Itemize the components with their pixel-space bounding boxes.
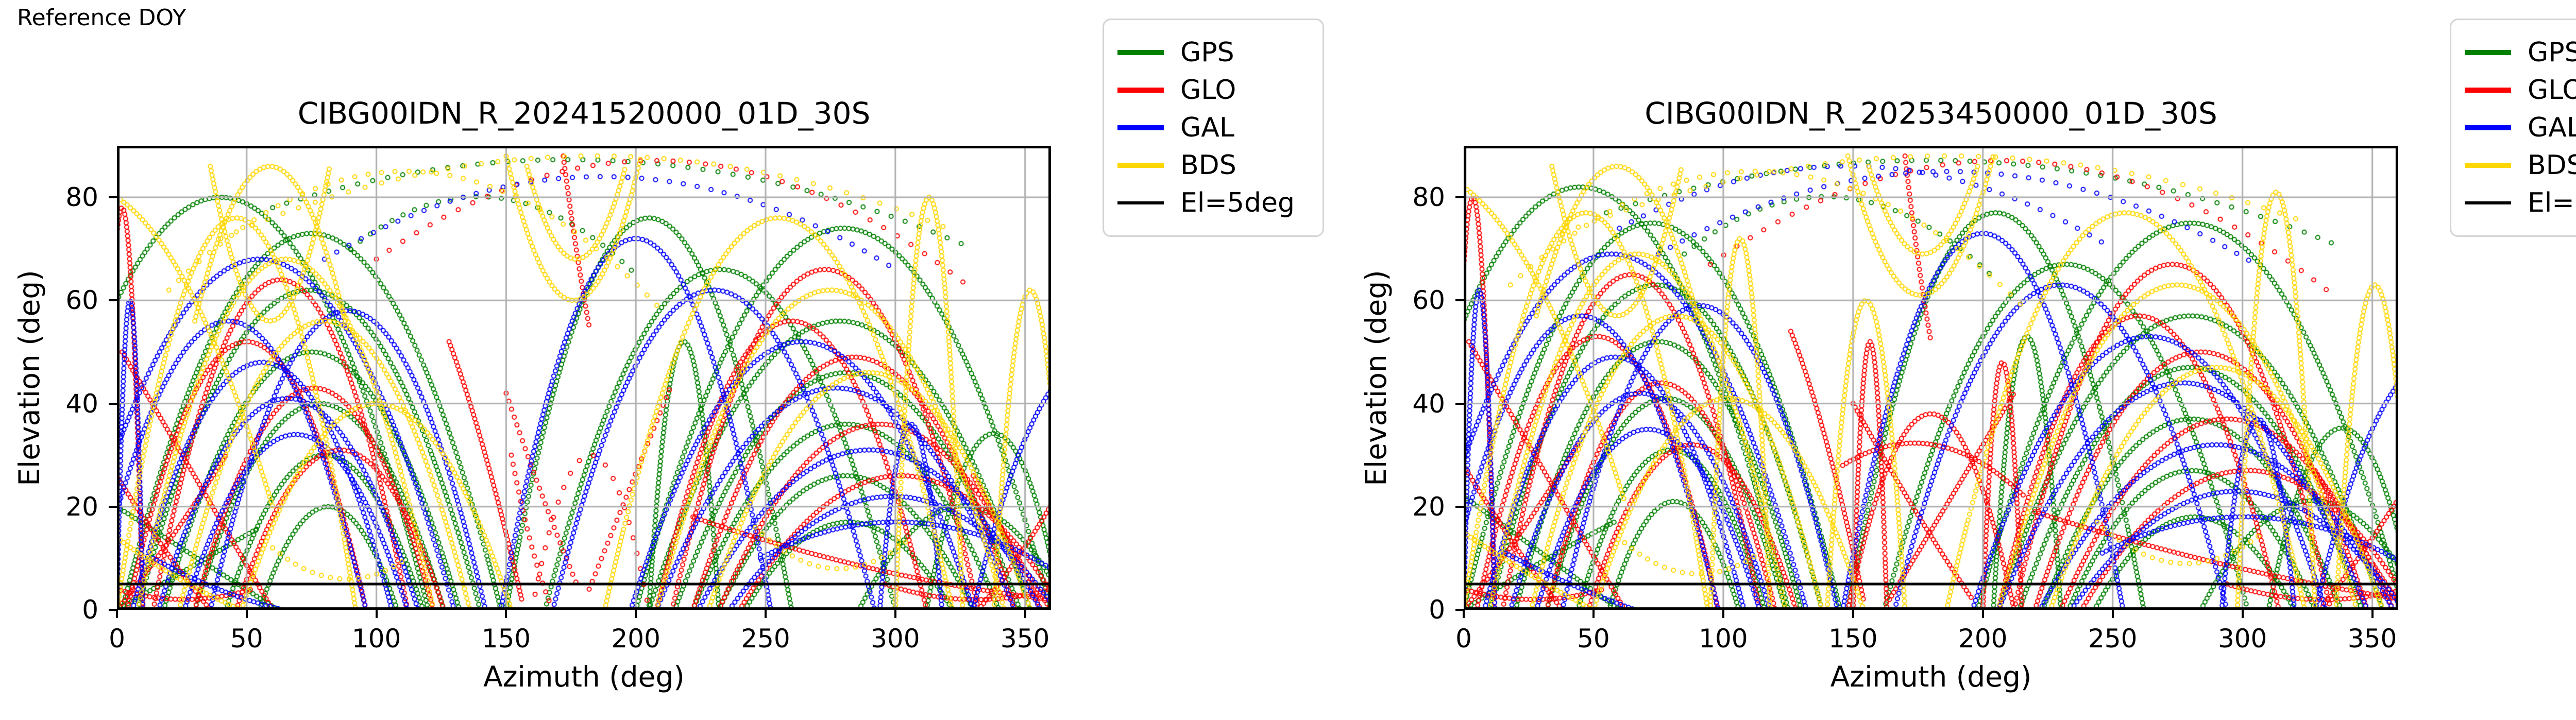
legend-item: GAL [2465,113,2576,143]
y-tick-label: 60 [65,285,98,316]
legend-swatch-el=5deg [1117,201,1164,205]
y-tick-label: 60 [1412,285,1445,316]
x-tick-label: 350 [1000,624,1050,654]
x-tick-label: 50 [1577,624,1610,654]
x-axis-label-1: Azimuth (deg) [483,660,685,693]
y-tick-label: 20 [1412,491,1445,522]
x-tick-label: 100 [351,624,401,654]
sky-plot-canvas-2 [1464,146,2398,610]
chart-title-2: CIBG00IDN_R_20253450000_01D_30S [1645,96,2217,131]
y-tick-mark [1455,505,1464,508]
x-tick-mark [1024,610,1026,618]
x-tick-label: 150 [1828,624,1878,654]
x-tick-label: 100 [1699,624,1748,654]
y-tick-label: 40 [65,388,98,419]
legend-item-label: El=5deg [2528,187,2576,219]
x-tick-mark [1852,610,1854,618]
sky-plot-canvas-1 [117,146,1051,610]
x-tick-mark [2371,610,2374,618]
legend-item-label: GPS [1180,37,1234,68]
legend-item: GPS [1117,38,1323,67]
x-tick-label: 0 [109,624,125,654]
x-tick-mark [1981,610,1984,618]
reference-doy-label: Reference DOY [17,5,187,31]
x-tick-mark [2111,610,2114,618]
legend-item: BDS [2465,150,2576,180]
y-tick-label: 40 [1412,388,1445,419]
x-tick-mark [1592,610,1595,618]
x-tick-label: 150 [481,624,531,654]
x-tick-mark [245,610,248,618]
legend-item: GLO [1117,75,1323,105]
y-tick-label: 0 [82,595,98,625]
legend-item: GAL [1117,113,1323,143]
legend-swatch-gal [1117,125,1164,130]
legend-item-label: GAL [1180,112,1234,143]
legend-swatch-bds [2465,163,2511,168]
legend-item-label: BDS [1180,150,1236,181]
legend-item-label: GPS [2528,37,2576,68]
legend-swatch-glo [1117,87,1164,93]
legend-2: GPS GLO GAL BDS El=5deg [2450,19,2576,237]
legend-swatch-gps [1117,49,1164,55]
y-tick-mark [1455,196,1464,199]
legend-item: El=5deg [2465,188,2576,218]
y-axis-label-2: Elevation (deg) [1360,269,1393,486]
x-tick-label: 250 [2088,624,2138,654]
legend-item-label: GAL [2528,112,2576,143]
x-tick-mark [635,610,637,618]
x-tick-label: 200 [611,624,660,654]
x-tick-label: 350 [2347,624,2397,654]
y-tick-mark [1455,299,1464,302]
y-tick-label: 80 [1412,182,1445,213]
legend-item-label: El=5deg [1180,187,1295,219]
x-tick-label: 200 [1958,624,2008,654]
x-tick-label: 0 [1455,624,1472,654]
x-tick-mark [1722,610,1724,618]
legend-swatch-gps [2465,49,2511,55]
legend-item: BDS [1117,150,1323,180]
x-tick-mark [894,610,896,618]
y-tick-mark [1455,609,1464,611]
legend-item: GLO [2465,75,2576,105]
x-tick-mark [505,610,507,618]
x-tick-label: 50 [230,624,263,654]
y-tick-mark [109,196,117,199]
x-tick-mark [375,610,378,618]
x-tick-mark [2241,610,2244,618]
y-tick-label: 0 [1429,595,1445,625]
legend-1: GPS GLO GAL BDS El=5deg [1103,19,1324,237]
legend-item-label: GLO [2528,74,2576,106]
x-tick-mark [765,610,767,618]
y-tick-mark [109,609,117,611]
legend-swatch-gal [2465,125,2511,130]
x-tick-mark [1463,610,1465,618]
legend-item: GPS [2465,38,2576,67]
y-tick-mark [109,505,117,508]
x-tick-mark [116,610,118,618]
y-tick-label: 20 [65,491,98,522]
y-tick-mark [1455,402,1464,405]
y-tick-label: 80 [65,182,98,213]
legend-swatch-el=5deg [2465,201,2511,205]
legend-swatch-glo [2465,87,2511,93]
legend-swatch-bds [1117,163,1164,168]
x-tick-label: 250 [741,624,790,654]
x-tick-label: 300 [2217,624,2267,654]
legend-item: El=5deg [1117,188,1323,218]
chart-title-1: CIBG00IDN_R_20241520000_01D_30S [297,96,871,131]
y-tick-mark [109,402,117,405]
y-tick-mark [109,299,117,302]
legend-item-label: BDS [2528,150,2576,181]
y-axis-label-1: Elevation (deg) [13,269,46,486]
legend-item-label: GLO [1180,74,1236,106]
x-axis-label-2: Azimuth (deg) [1830,660,2032,693]
x-tick-label: 300 [871,624,920,654]
